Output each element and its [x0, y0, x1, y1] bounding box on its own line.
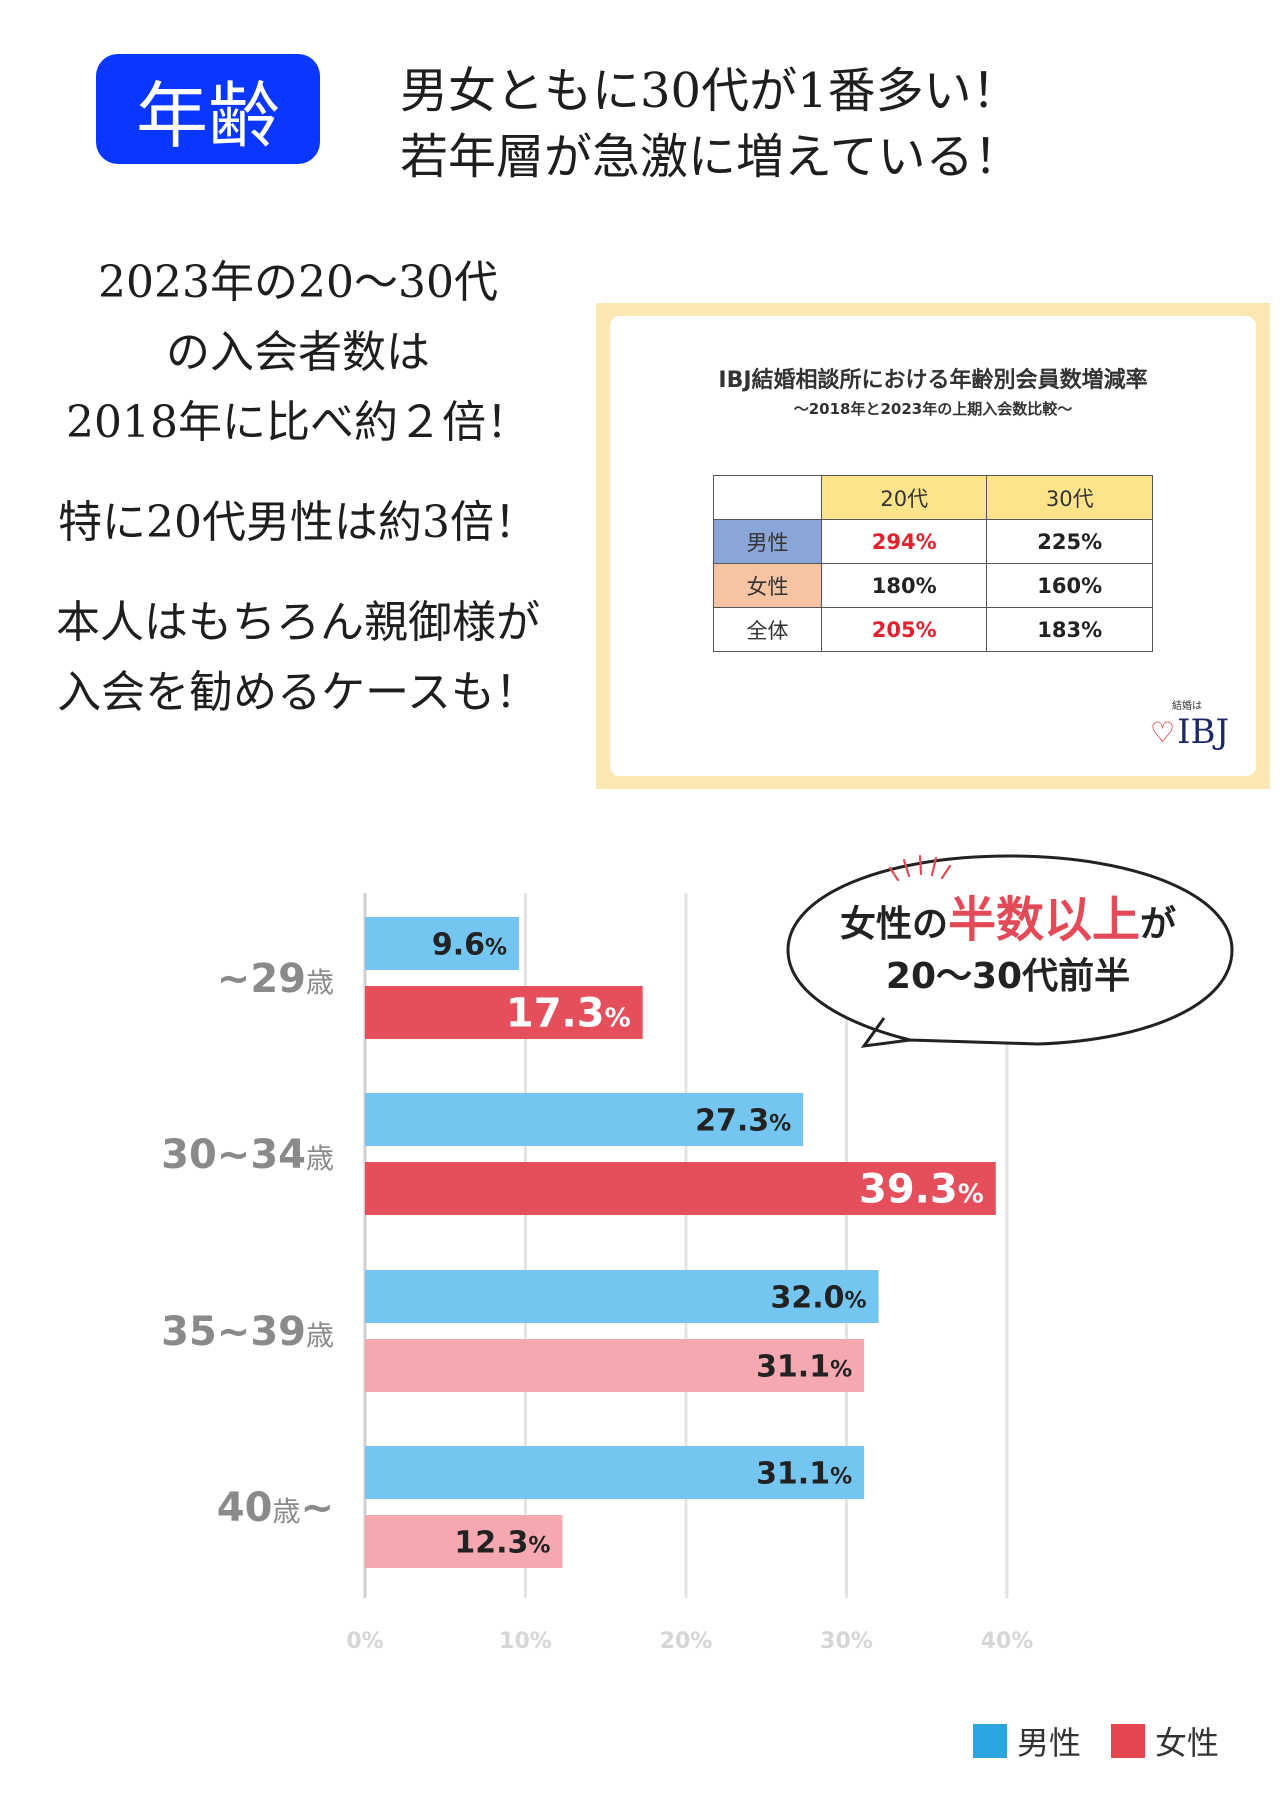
bar [365, 1270, 879, 1323]
rates-table: 20代 30代 男性 294% 225% 女性 180% 160% 全体 205… [713, 475, 1153, 652]
cell-all-30s: 183% [986, 607, 1153, 652]
bar [365, 1339, 865, 1392]
cell-male-20s: 294% [820, 519, 988, 564]
category-label: ~29歳 [217, 956, 334, 1002]
category-label: 35~39歳 [161, 1309, 334, 1355]
speech-bubble-shape [786, 854, 1234, 1048]
card-subtitle: ～2018年と2023年の上期入会数比較～ [793, 400, 1073, 418]
category-label: 40歳~ [217, 1485, 334, 1531]
data-label: 27.3% [695, 1104, 791, 1139]
bubble-line-2: 20～30代前半 [885, 956, 1131, 997]
x-tick-label: 20% [660, 1629, 713, 1654]
data-label: 39.3% [859, 1167, 984, 1213]
logo-tagline: 結婚は [1172, 701, 1202, 712]
legend-label-male: 男性 [1017, 1724, 1082, 1762]
col-header-30s: 30代 [986, 475, 1153, 520]
speech-bubble [786, 854, 1234, 1048]
data-label: 31.1% [756, 1350, 852, 1385]
x-tick-label: 0% [346, 1629, 383, 1654]
heart-icon: ♡ [1150, 715, 1176, 749]
table-row: 全体 205% 183% [713, 607, 1153, 652]
copy-line: 2018年に比べ約２倍！ [66, 397, 530, 448]
left-copy: 2023年の20～30代 の入会者数は 2018年に比べ約２倍！ 特に20代男性… [0, 248, 596, 728]
headline: 男女ともに30代が1番多い！ 若年層が急激に増えている！ [400, 58, 1220, 190]
table-row: 男性 294% 225% [713, 519, 1153, 564]
ibj-logo: ♡ IBJ [1150, 712, 1229, 752]
legend-swatch-female [1111, 1724, 1146, 1758]
legend-item-male: 男性 [973, 1718, 1081, 1764]
bar [365, 917, 520, 970]
copy-line: 特に20代男性は約3倍！ [58, 497, 538, 548]
bubble-pre: 女性の [839, 904, 948, 945]
logo-text: IBJ [1177, 712, 1230, 752]
table-corner [713, 475, 822, 520]
copy-line: 本人はもちろん親御様が [56, 597, 540, 648]
copy-line: の入会者数は [166, 327, 430, 378]
x-tick-label: 40% [981, 1629, 1034, 1654]
category-label: 30~34歳 [161, 1132, 334, 1178]
data-label: 17.3% [506, 991, 631, 1037]
bubble-text: 女性の半数以上が 20～30代前半 [788, 894, 1228, 1003]
cell-female-20s: 180% [820, 563, 988, 608]
x-tick-label: 30% [820, 1629, 873, 1654]
data-label: 32.0% [771, 1281, 867, 1316]
section-badge: 年齢 [96, 54, 320, 164]
bar [365, 1446, 865, 1499]
row-header-all: 全体 [713, 607, 822, 652]
row-header-male: 男性 [713, 519, 822, 564]
bubble-line-1: 女性の半数以上が [788, 894, 1228, 951]
bubble-emphasis: 半数以上 [947, 892, 1140, 948]
cell-female-30s: 160% [986, 563, 1153, 608]
cell-male-30s: 225% [986, 519, 1153, 564]
bar [365, 1093, 804, 1146]
bubble-post: が [1140, 904, 1177, 945]
bar [365, 1162, 996, 1215]
data-label: 12.3% [454, 1526, 550, 1561]
legend-swatch-male [973, 1724, 1007, 1758]
col-header-20s: 20代 [820, 475, 988, 520]
table-row: 女性 180% 160% [713, 563, 1153, 608]
age-distribution-chart: 0% 10% 20% 30% 40% ~29歳 9.6% 17.3% 30~34歳 27.3% 39… [161, 893, 1034, 1654]
chart-legend: 男性 女性 [973, 1718, 1249, 1764]
headline-line-2: 若年層が急激に増えている！ [400, 129, 1022, 185]
x-tick-label: 10% [499, 1629, 552, 1654]
legend-item-female: 女性 [1111, 1718, 1219, 1764]
data-label: 31.1% [756, 1457, 852, 1492]
data-label: 9.6% [432, 928, 507, 963]
table-header-row: 20代 30代 [713, 475, 1153, 520]
headline-line-1: 男女ともに30代が1番多い！ [400, 63, 1020, 119]
copy-line: 2023年の20～30代 [98, 257, 498, 308]
legend-label-female: 女性 [1155, 1724, 1220, 1762]
cell-all-20s: 205% [820, 607, 988, 652]
bar [365, 986, 643, 1039]
sparkle-icon [888, 854, 952, 882]
row-header-female: 女性 [713, 563, 822, 608]
copy-line: 入会を勧めるケースも！ [57, 667, 539, 718]
card-title: IBJ結婚相談所における年齢別会員数増減率 [718, 368, 1148, 393]
bar [365, 1515, 563, 1568]
